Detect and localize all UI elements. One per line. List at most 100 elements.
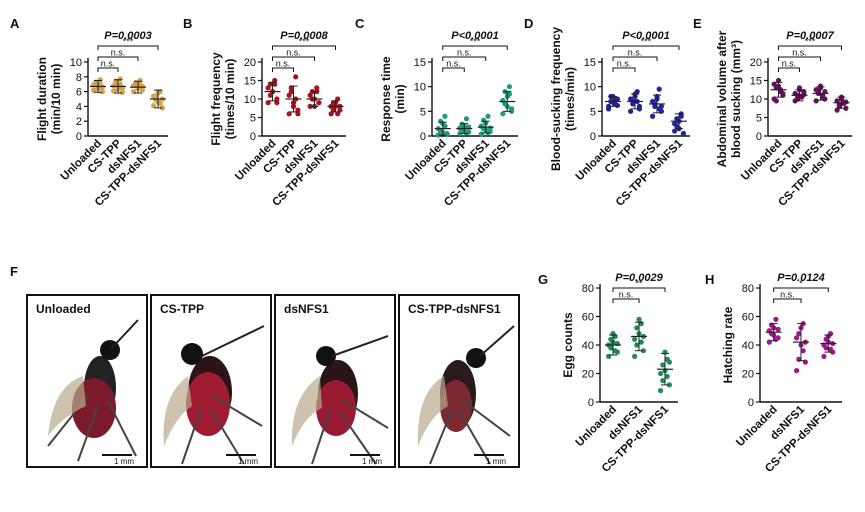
data-point [628, 108, 634, 114]
scale-label: 1 mm [362, 457, 382, 466]
p-value: P<0.0001 [451, 30, 498, 42]
data-point [159, 105, 165, 111]
y-tick-label: 20 [582, 369, 594, 381]
data-point [157, 100, 163, 107]
y-tick-label: 8 [76, 72, 82, 84]
data-point [843, 99, 849, 105]
data-point [274, 100, 280, 106]
data-point [628, 96, 634, 102]
significance-bracket [272, 67, 294, 72]
y-tick-label: 0 [756, 131, 762, 143]
data-point [99, 84, 105, 90]
data-point [820, 94, 826, 100]
data-point [151, 103, 157, 109]
y-tick-label: 15 [244, 76, 256, 88]
significance-bracket [272, 45, 336, 50]
y-tick-label: 40 [582, 340, 594, 352]
photo-label: CS-TPP-dsNFS1 [408, 302, 501, 316]
data-point [500, 111, 506, 117]
significance-bracket [97, 67, 119, 72]
data-point [658, 388, 664, 394]
data-point [650, 113, 656, 119]
y-axis-label: (times/min) [563, 67, 577, 131]
significance-label: *** [805, 37, 816, 47]
data-point [485, 113, 491, 119]
data-point [295, 111, 301, 117]
photo-label: CS-TPP [160, 302, 205, 316]
data-point [608, 336, 614, 342]
y-tick-label: 0 [588, 397, 594, 409]
data-point [435, 132, 441, 138]
data-point [794, 335, 800, 341]
data-point [288, 85, 294, 91]
y-axis-label: (min/10 min) [49, 64, 63, 135]
y-tick-label: 0 [590, 131, 596, 143]
panel-letter: E [693, 16, 702, 31]
data-point [99, 89, 105, 95]
scale-bar [226, 454, 256, 456]
data-point [775, 77, 782, 84]
y-axis-label: blood sucking (mm³) [729, 40, 743, 158]
significance-label: n.s. [619, 290, 634, 300]
data-point [506, 91, 513, 97]
data-point [634, 325, 640, 331]
y-tick-label: 10 [244, 94, 256, 106]
data-point [91, 87, 97, 93]
data-point [295, 107, 301, 113]
x-tick-label: Unloaded [574, 404, 620, 450]
y-axis-label: Hatching rate [721, 306, 735, 383]
data-point [265, 100, 271, 106]
y-tick-label: 5 [756, 113, 762, 125]
p-value: P=0.0029 [615, 272, 663, 284]
data-point [606, 106, 612, 112]
data-point [780, 90, 786, 97]
p-value: P=0.0124 [777, 272, 824, 284]
y-tick-label: 0 [420, 131, 426, 143]
data-point [272, 77, 278, 84]
data-point [794, 96, 800, 102]
data-point [293, 74, 299, 80]
scale-label: 1 mm [486, 457, 506, 466]
mosquito-image [47, 319, 139, 462]
data-point [773, 98, 779, 104]
y-tick-label: 20 [750, 57, 762, 69]
p-value: P<0.0001 [622, 30, 669, 42]
data-point [658, 103, 665, 109]
x-tick-label: Unloaded [734, 404, 780, 450]
data-point [117, 76, 123, 82]
significance-bracket [778, 45, 842, 50]
data-point [632, 336, 638, 342]
scale-bar [102, 454, 132, 456]
y-tick-label: 5 [250, 113, 256, 125]
data-point [794, 368, 800, 374]
significance-bracket [778, 56, 821, 61]
data-point [97, 77, 103, 83]
significance-label: n.s. [617, 59, 632, 69]
y-axis-label: (times/10 min) [223, 59, 237, 140]
mosquito-image [163, 325, 265, 465]
y-tick-label: 80 [582, 283, 594, 295]
data-point [634, 89, 640, 95]
data-point [614, 102, 621, 109]
significance-bracket [773, 287, 829, 292]
y-tick-label: 60 [582, 312, 594, 324]
photo-cs-tpp: CS-TPP 1 mm [150, 294, 272, 468]
photo-cs-tpp-dsnfs1: CS-TPP-dsNFS1 1 mm [398, 294, 520, 468]
significance-bracket [612, 287, 666, 292]
y-axis-label: Flight duration [35, 57, 49, 141]
significance-label: n.s. [276, 59, 291, 69]
data-point [612, 348, 618, 354]
significance-label: *** [299, 37, 310, 47]
data-point [509, 108, 515, 114]
y-tick-label: 10 [750, 94, 762, 106]
y-axis-label: Flight frequency [209, 52, 223, 146]
data-point [111, 83, 117, 89]
data-point [775, 326, 781, 332]
panel-letter: F [10, 264, 18, 279]
scale-label: 1 mm [238, 457, 258, 466]
data-point [139, 83, 145, 90]
y-tick-label: 60 [742, 312, 754, 324]
data-point [656, 86, 662, 92]
data-point [672, 121, 678, 127]
